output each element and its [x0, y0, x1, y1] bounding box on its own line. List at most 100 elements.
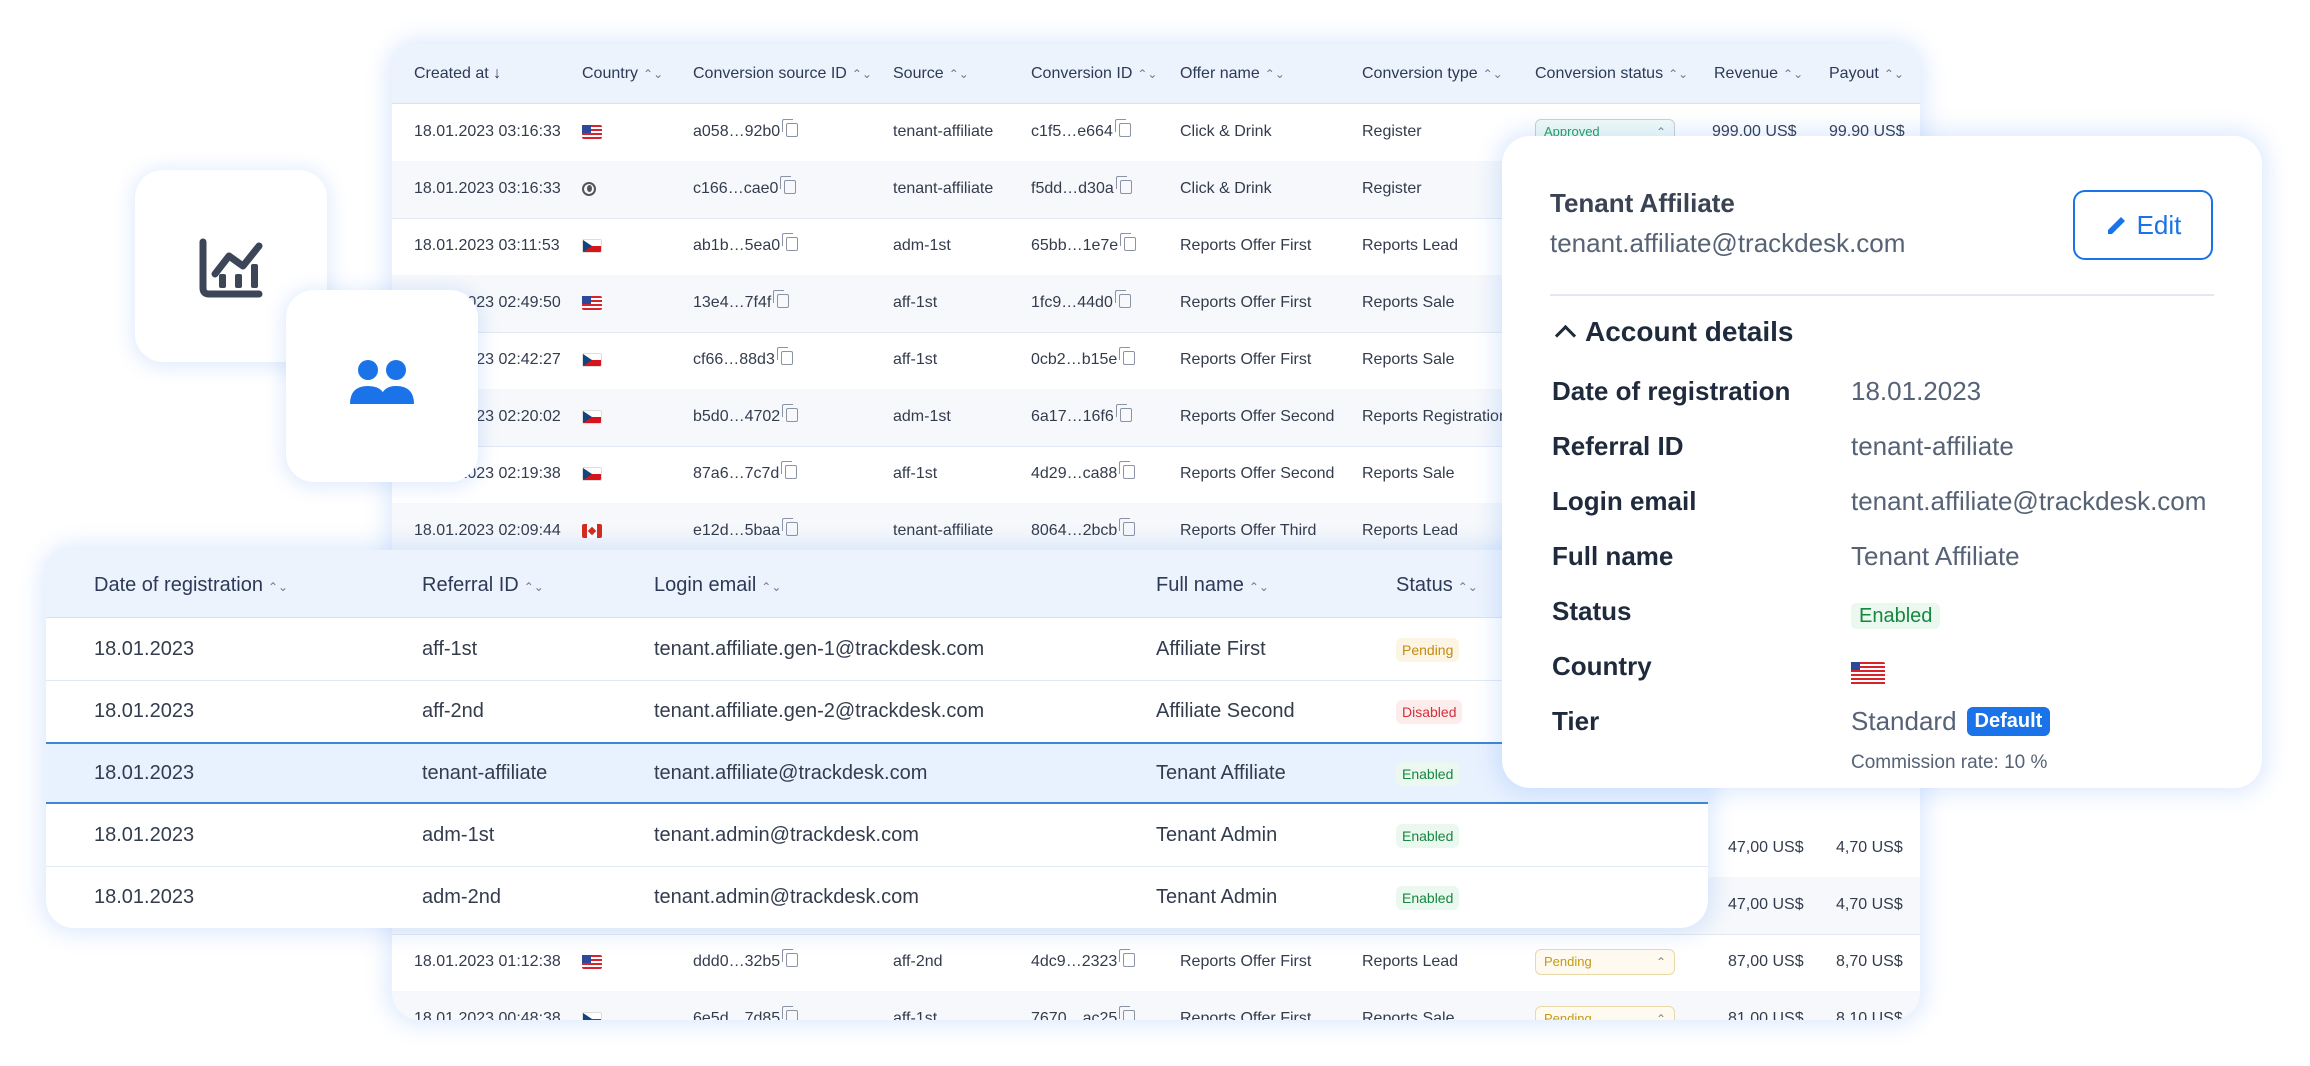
- copy-icon[interactable]: [782, 233, 799, 251]
- copy-icon[interactable]: [782, 404, 799, 422]
- col-source[interactable]: Source ⌃⌄: [893, 64, 969, 84]
- login-email: tenant.admin@trackdesk.com: [654, 886, 919, 908]
- created-at-text: 18.01.2023 00:48:38: [414, 1010, 561, 1020]
- flag-us-icon: [1851, 662, 1885, 687]
- sort-icon: ⌃⌄: [761, 580, 782, 594]
- col-created-at[interactable]: Created at ↓: [414, 64, 501, 84]
- copy-icon[interactable]: [1119, 518, 1136, 536]
- copy-icon[interactable]: [1115, 176, 1132, 194]
- status-select[interactable]: Pending ⌃: [1535, 949, 1675, 975]
- status-select[interactable]: Pending ⌃: [1535, 1006, 1675, 1020]
- conversion-type: Register: [1362, 179, 1422, 199]
- country-value: [1851, 657, 1885, 688]
- col-payout[interactable]: Payout ⌃⌄: [1829, 64, 1904, 84]
- col-date-of-registration[interactable]: Date of registration ⌃⌄: [94, 573, 288, 599]
- tier-text: Standard: [1851, 706, 1957, 736]
- source-id: 87a6…7c7d: [693, 461, 798, 484]
- copy-icon[interactable]: [1120, 233, 1137, 251]
- source: adm-1st: [893, 407, 951, 427]
- created-at: 18.01.2023 03:16:33: [414, 122, 561, 142]
- col-country[interactable]: Country ⌃⌄: [582, 64, 663, 84]
- conversion-type: Reports Lead: [1362, 521, 1458, 541]
- payout-text: 99,90 US$: [1829, 123, 1905, 140]
- conversion-id-text: 1fc9…44d0: [1031, 294, 1113, 311]
- copy-icon[interactable]: [1119, 949, 1136, 967]
- conversion-id: 7670…ac25: [1031, 1006, 1136, 1020]
- status-value: Pending: [1544, 1011, 1592, 1020]
- col-offer-name[interactable]: Offer name ⌃⌄: [1180, 64, 1285, 84]
- copy-icon[interactable]: [773, 290, 790, 308]
- chevron-updown-icon: ⌃: [1655, 125, 1666, 139]
- copy-icon[interactable]: [1114, 119, 1131, 137]
- offer-name-text: Reports Offer First: [1180, 351, 1312, 368]
- revenue-text: 81,00 US$: [1728, 1010, 1804, 1020]
- conversion-id: 8064…2bcb: [1031, 518, 1136, 541]
- source-text: aff-1st: [893, 351, 938, 368]
- country-cell: [582, 350, 602, 370]
- col-label: Revenue: [1714, 65, 1779, 82]
- flag-cz-icon: [582, 466, 602, 481]
- col-conversion-source-id[interactable]: Conversion source ID ⌃⌄: [693, 64, 872, 84]
- flag-ca-icon: [582, 523, 602, 538]
- copy-icon[interactable]: [782, 949, 799, 967]
- flag-cz-icon: [582, 238, 602, 253]
- conversion-id: 4d29…ca88: [1031, 461, 1136, 484]
- col-status[interactable]: Status ⌃⌄: [1396, 573, 1478, 599]
- col-referral-id[interactable]: Referral ID ⌃⌄: [422, 573, 544, 599]
- chevron-up-icon: [1554, 324, 1577, 347]
- copy-icon[interactable]: [780, 176, 797, 194]
- copy-icon[interactable]: [1119, 1006, 1136, 1020]
- source-id: c166…cae0: [693, 176, 797, 199]
- source-text: aff-1st: [893, 465, 938, 482]
- col-revenue[interactable]: Revenue ⌃⌄: [1714, 64, 1803, 84]
- conversion-type: Reports Sale: [1362, 1009, 1455, 1020]
- source-id-text: b5d0…4702: [693, 408, 781, 425]
- col-login-email[interactable]: Login email ⌃⌄: [654, 573, 781, 599]
- country-cell: [582, 293, 602, 313]
- affiliate-row[interactable]: 18.01.2023 tenant-affiliate tenant.affilia…: [46, 742, 1708, 804]
- registration-date: 18.01.2023: [94, 700, 195, 722]
- flag-cz-icon: [582, 352, 602, 367]
- offer-name: Reports Offer First: [1180, 293, 1311, 313]
- source-id: ab1b…5ea0: [693, 233, 799, 256]
- source-id-text: 13e4…7f4f: [693, 294, 772, 311]
- affiliate-row[interactable]: 18.01.2023 adm-2nd tenant.admin@trackdesk.…: [46, 866, 1708, 928]
- copy-icon[interactable]: [1119, 461, 1136, 479]
- source-id-text: ab1b…5ea0: [693, 237, 781, 254]
- copy-icon[interactable]: [1114, 290, 1131, 308]
- payout: 8,70 US$: [1836, 952, 1903, 972]
- revenue-text: 999,00 US$: [1712, 123, 1797, 140]
- source: tenant-affiliate: [893, 521, 993, 541]
- copy-icon[interactable]: [782, 518, 799, 536]
- copy-icon[interactable]: [1115, 404, 1132, 422]
- conversion-type-text: Register: [1362, 180, 1422, 197]
- copy-icon[interactable]: [782, 119, 799, 137]
- flag-us-icon: [582, 954, 602, 969]
- copy-icon[interactable]: [782, 1006, 799, 1020]
- col-conversion-id[interactable]: Conversion ID ⌃⌄: [1031, 64, 1157, 84]
- table-row: 18.01.2023 02:19:38 87a6…7c7d aff-1st 4d29……: [392, 446, 1920, 504]
- affiliates-tile[interactable]: [286, 290, 478, 482]
- revenue: 999,00 US$: [1712, 122, 1797, 142]
- col-conversion-type[interactable]: Conversion type ⌃⌄: [1362, 64, 1503, 84]
- referral-id: aff-1st: [422, 638, 478, 660]
- conversion-type-text: Reports Sale: [1362, 1010, 1455, 1020]
- sort-icon: ⌃⌄: [267, 580, 289, 594]
- copy-icon[interactable]: [776, 347, 793, 365]
- field-label: Tier: [1552, 706, 1600, 736]
- affiliate-row[interactable]: 18.01.2023 aff-1st tenant.affiliate.gen-1@…: [46, 618, 1708, 681]
- col-full-name[interactable]: Full name ⌃⌄: [1156, 573, 1269, 599]
- affiliate-row[interactable]: 18.01.2023 adm-1st tenant.admin@trackdesk.…: [46, 804, 1708, 867]
- conversion-type: Reports Sale: [1362, 350, 1455, 370]
- conversion-id: 0cb2…b15e: [1031, 347, 1136, 370]
- affiliate-row[interactable]: 18.01.2023 aff-2nd tenant.affiliate.gen-2@…: [46, 680, 1708, 743]
- copy-icon[interactable]: [1119, 347, 1136, 365]
- country-cell: [582, 1009, 602, 1020]
- col-conversion-status[interactable]: Conversion status ⌃⌄: [1535, 64, 1688, 84]
- account-details-toggle[interactable]: Account details: [1554, 316, 1793, 348]
- col-label: Status: [1396, 574, 1453, 596]
- source-id-text: c166…cae0: [693, 180, 779, 197]
- copy-icon[interactable]: [781, 461, 798, 479]
- edit-button[interactable]: Edit: [2073, 190, 2213, 260]
- status-cell: Enabled: [1396, 823, 1460, 848]
